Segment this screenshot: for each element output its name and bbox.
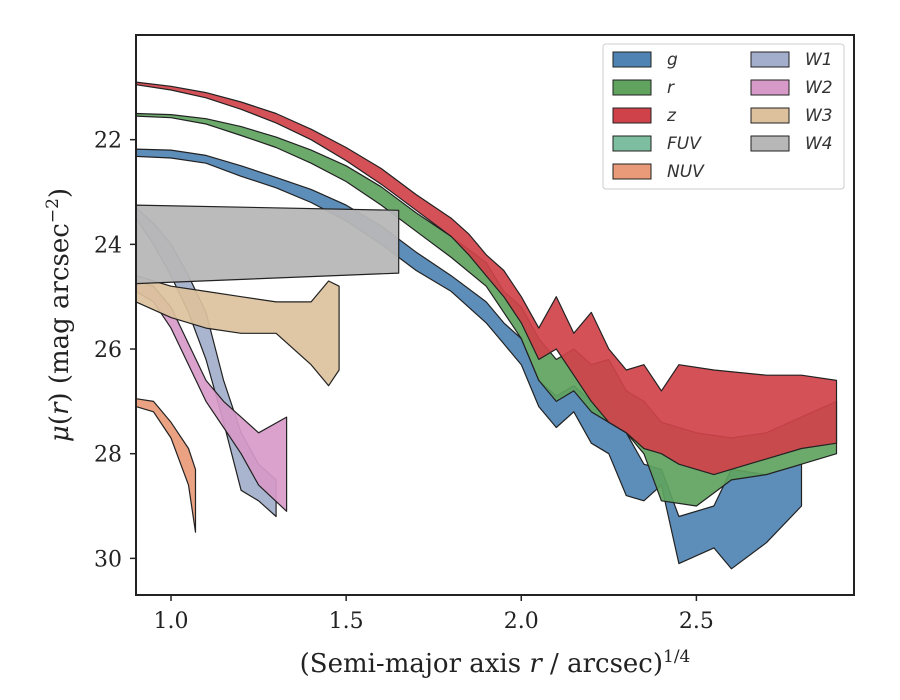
y-tick-label: 26	[94, 338, 122, 363]
legend: grz FUV NUV W1 W2 W3 W4	[602, 43, 845, 190]
legend-swatch-w4	[750, 135, 790, 152]
legend-swatch-nuv	[612, 163, 652, 180]
series-layer	[135, 81, 838, 570]
legend-swatch-w2	[750, 79, 790, 96]
series-band-w2	[135, 280, 288, 512]
y-tick-label: 24	[94, 233, 122, 258]
series-band-g	[135, 148, 803, 570]
y-tick-label: 30	[94, 547, 122, 572]
x-axis-label: (Semi-major axis r / arcsec)1/4	[300, 647, 691, 679]
series-band-r	[135, 112, 838, 507]
series-band-w3	[135, 275, 340, 387]
legend-swatch-g	[612, 51, 652, 68]
legend-label-r: r	[667, 78, 675, 98]
legend-label-w3: W3	[805, 106, 833, 126]
legend-label-w2: W2	[805, 78, 833, 98]
plot-frame	[135, 34, 855, 596]
legend-swatch-w1	[750, 51, 790, 68]
series-band-z	[135, 81, 838, 476]
legend-label-w4: W4	[805, 134, 833, 154]
legend-swatch-r	[612, 79, 652, 96]
legend-label-nuv: NUV	[667, 162, 705, 182]
y-tick-label: 28	[94, 443, 122, 468]
legend-label-fuv: FUV	[667, 134, 702, 154]
y-tick-label: 22	[94, 129, 122, 154]
x-tick-label: 1.5	[329, 609, 364, 634]
x-tick-label: 1.0	[154, 609, 189, 634]
legend-label-g: g	[667, 50, 678, 70]
legend-label-z: z	[666, 106, 677, 126]
x-tick-label: 2.0	[504, 609, 539, 634]
ticks-layer: 1.0 1.5 2.0 2.5 22 24 26 28 30	[94, 129, 714, 634]
legend-label-w1: W1	[805, 50, 833, 70]
legend-swatch-w3	[750, 107, 790, 124]
y-axis-label: μ(r) (mag arcsec−2)	[43, 188, 75, 442]
series-band-nuv	[135, 398, 197, 533]
legend-swatch-fuv	[612, 135, 652, 152]
series-band-w4	[135, 204, 400, 285]
x-tick-label: 2.5	[679, 609, 714, 634]
legend-swatch-z	[612, 107, 652, 124]
